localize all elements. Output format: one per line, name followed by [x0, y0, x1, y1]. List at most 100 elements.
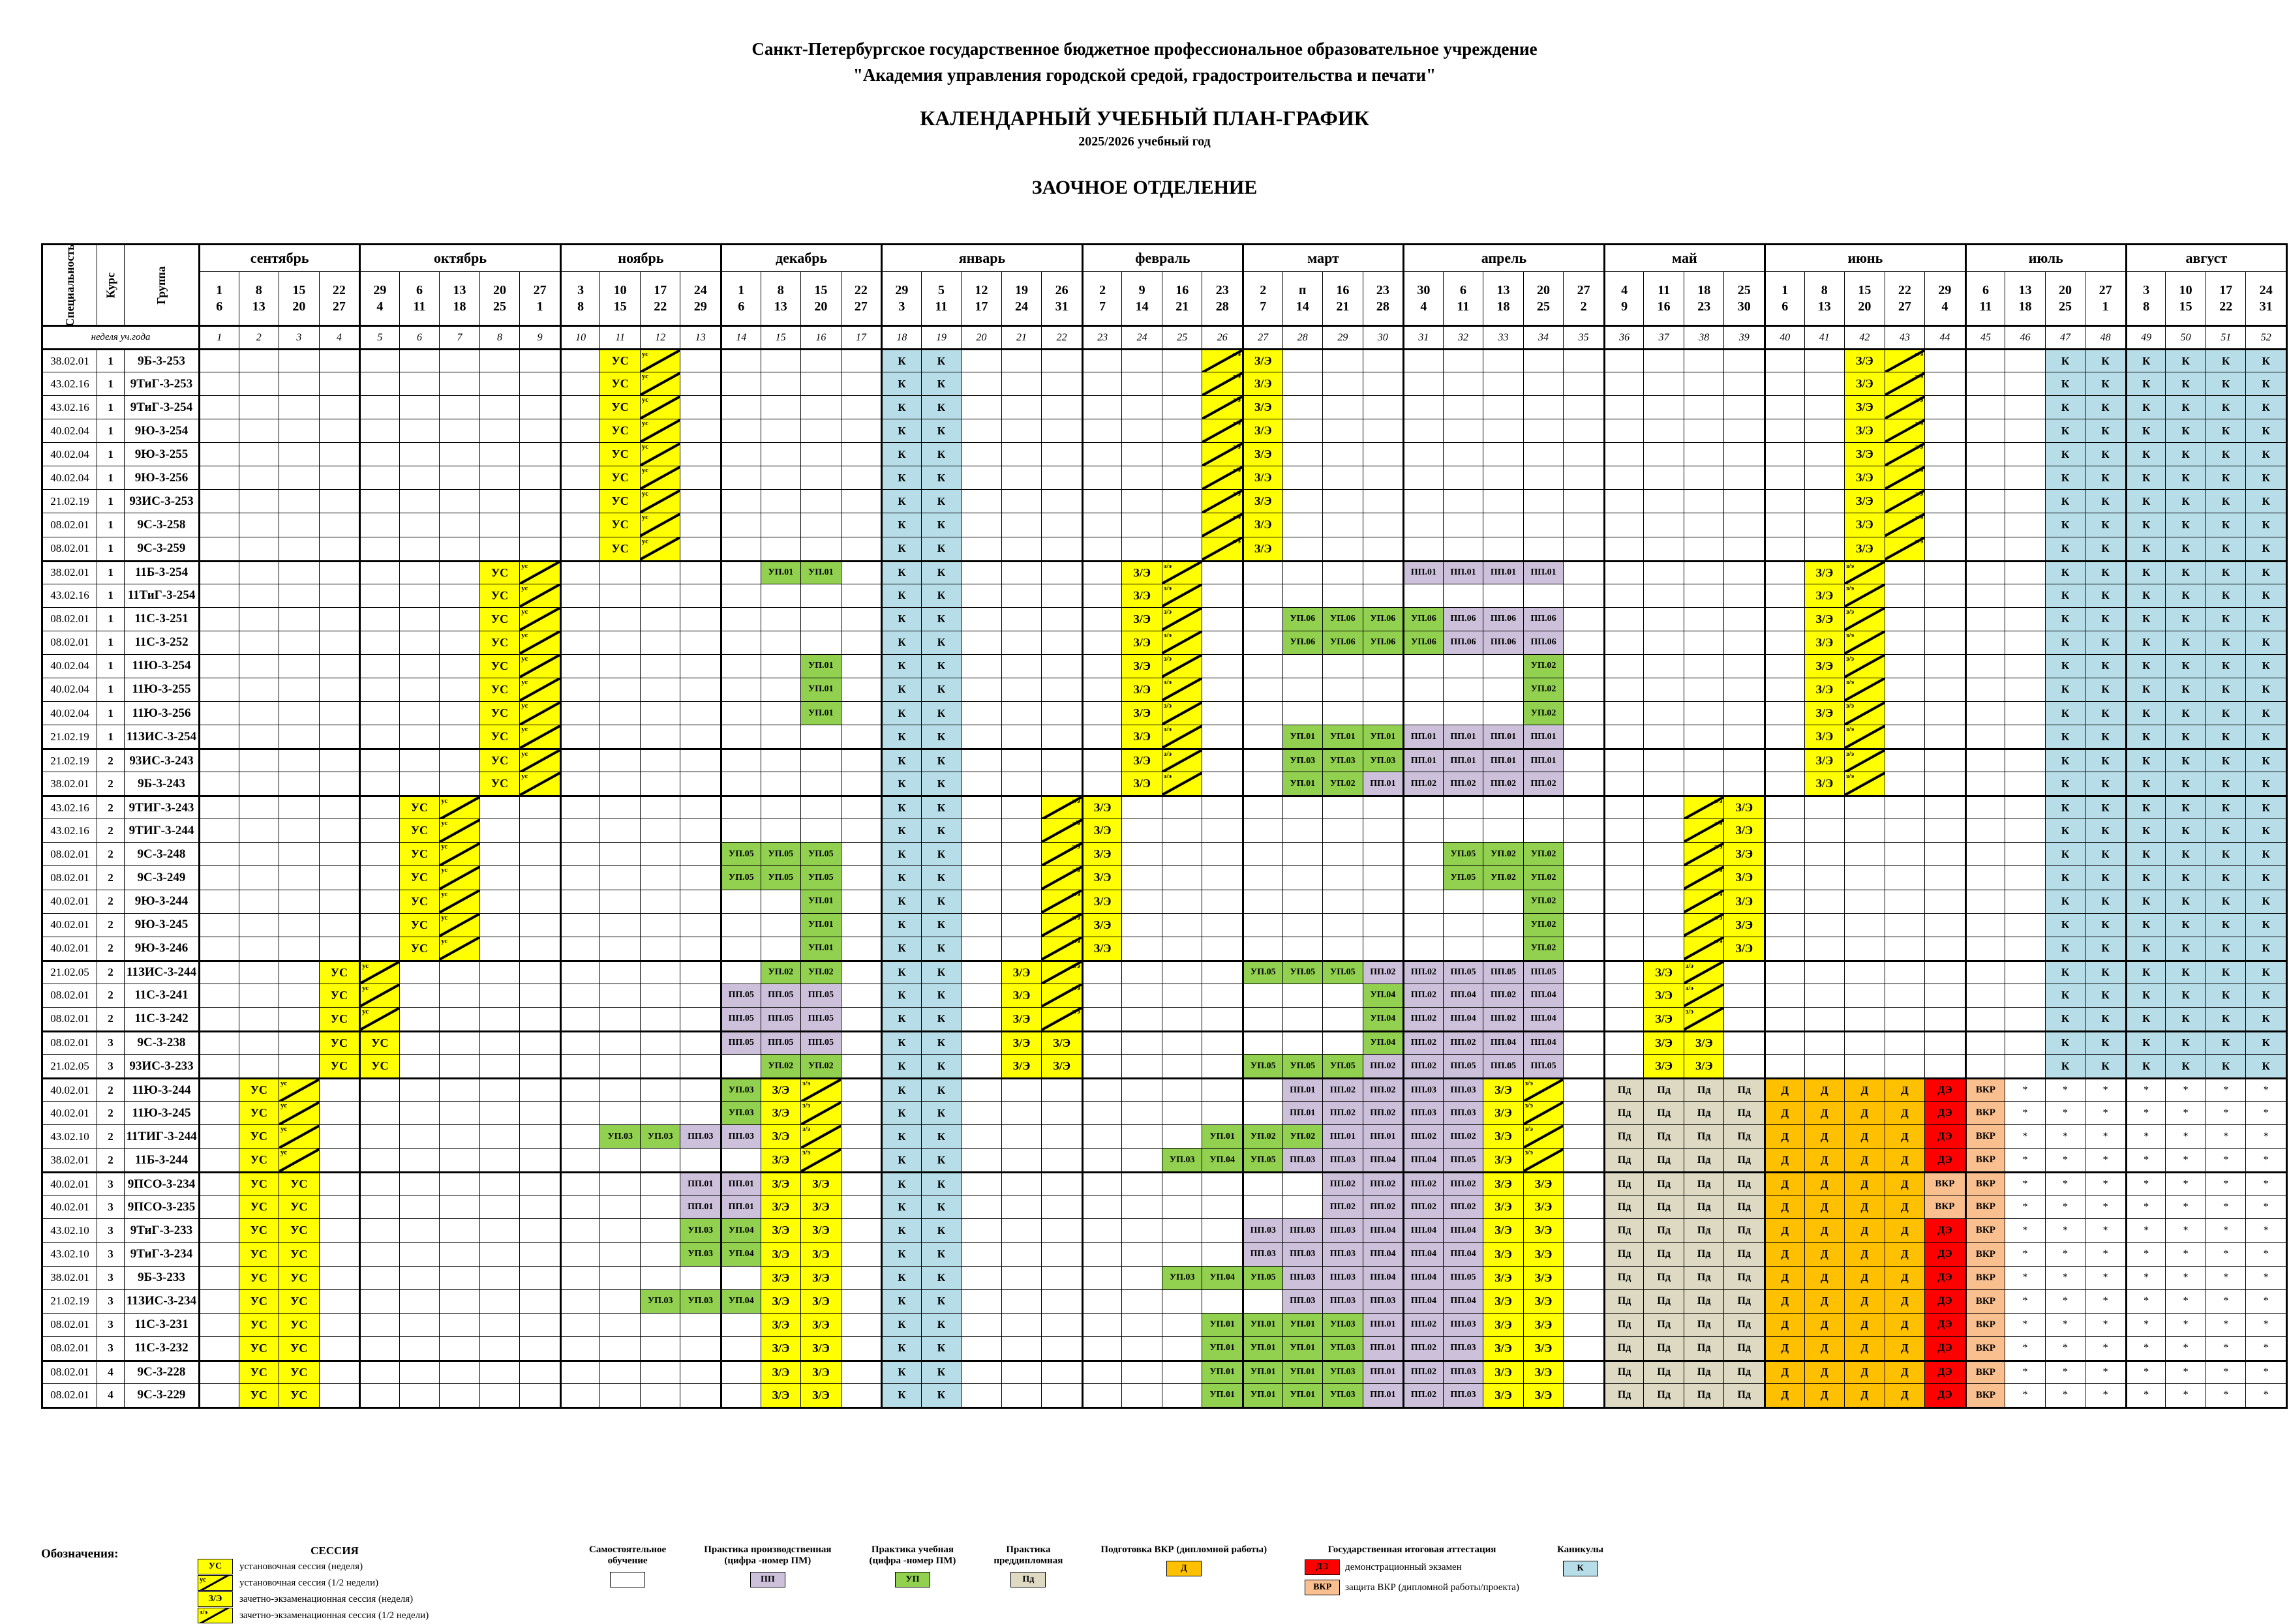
empty-week-cell — [840, 1336, 881, 1360]
row-course: 1 — [97, 372, 124, 396]
plan-cell: * — [2125, 1312, 2166, 1336]
week-number-cell: 20 — [961, 325, 1001, 348]
empty-week-cell — [1763, 865, 1804, 890]
empty-week-cell — [1563, 1289, 1603, 1313]
empty-week-cell — [439, 1006, 479, 1030]
week-date-cell: 6 11 — [399, 271, 440, 325]
plan-cell: К — [920, 560, 962, 584]
legend-item-text: зачетно-экзаменационная сессия (1/2 неде… — [239, 1610, 429, 1621]
week-date-cell: 12 17 — [961, 271, 1001, 325]
plan-cell: Д — [1804, 1383, 1845, 1407]
row-specialty: 08.02.01 — [43, 607, 97, 631]
plan-cell: К — [2205, 372, 2246, 396]
empty-week-cell — [519, 1077, 560, 1102]
plan-cell: К — [2044, 983, 2085, 1007]
plan-cell: з/э — [1523, 1077, 1564, 1102]
empty-week-cell — [1643, 466, 1684, 490]
empty-week-cell — [1804, 489, 1845, 513]
empty-week-cell — [1763, 748, 1804, 772]
empty-week-cell — [439, 630, 479, 654]
row-group: 9Б-3-233 — [124, 1265, 198, 1289]
plan-cell: К — [2125, 583, 2166, 607]
plan-cell: Д — [1804, 1077, 1845, 1102]
plan-cell: * — [2205, 1077, 2246, 1102]
plan-cell: Пд — [1643, 1101, 1684, 1125]
empty-week-cell — [1121, 1195, 1162, 1219]
plan-cell: З/Э — [1081, 795, 1122, 819]
empty-week-cell — [840, 466, 881, 490]
plan-cell: з/э — [1884, 395, 1925, 419]
empty-week-cell — [1241, 819, 1282, 843]
empty-week-cell — [840, 889, 881, 913]
plan-cell: К — [2245, 536, 2286, 560]
empty-week-cell — [1362, 677, 1403, 701]
empty-week-cell — [639, 1312, 680, 1336]
empty-week-cell — [519, 1289, 560, 1313]
plan-cell: Пд — [1723, 1336, 1764, 1360]
plan-cell: УП.01 — [1282, 772, 1323, 796]
empty-week-cell — [279, 372, 319, 396]
plan-cell: К — [2125, 560, 2166, 584]
legend-swatch-self — [610, 1572, 646, 1587]
empty-week-cell — [720, 1053, 761, 1078]
half-week-label: ус — [362, 1007, 369, 1015]
empty-week-cell — [1964, 583, 2005, 607]
empty-week-cell — [1804, 842, 1845, 866]
empty-week-cell — [1563, 536, 1603, 560]
plan-cell: ПП.03 — [1322, 1242, 1363, 1266]
row-course: 3 — [97, 1218, 124, 1242]
empty-week-cell — [639, 1359, 680, 1383]
empty-week-cell — [720, 795, 761, 819]
empty-week-cell — [1041, 583, 1082, 607]
empty-week-cell — [479, 912, 520, 937]
empty-week-cell — [680, 419, 720, 443]
empty-week-cell — [1603, 889, 1644, 913]
plan-cell: УС — [238, 1101, 279, 1125]
row-course: 3 — [97, 1312, 124, 1336]
empty-week-cell — [439, 513, 479, 537]
empty-week-cell — [2005, 959, 2045, 984]
empty-week-cell — [1161, 1359, 1202, 1383]
plan-cell: * — [2245, 1242, 2286, 1266]
plan-cell: ус — [519, 560, 560, 584]
empty-week-cell — [961, 372, 1001, 396]
row-group: 9С-3-238 — [124, 1030, 198, 1054]
empty-week-cell — [1161, 536, 1202, 560]
empty-week-cell — [479, 1383, 520, 1407]
row-course: 1 — [97, 536, 124, 560]
plan-cell: Пд — [1643, 1171, 1684, 1195]
empty-week-cell — [559, 748, 600, 772]
empty-week-cell — [1041, 536, 1082, 560]
plan-cell: Пд — [1723, 1218, 1764, 1242]
empty-week-cell — [1362, 466, 1403, 490]
plan-cell: * — [2005, 1289, 2045, 1313]
empty-week-cell — [1523, 395, 1564, 419]
plan-cell: ПП.04 — [1523, 1006, 1564, 1030]
empty-week-cell — [599, 700, 640, 725]
empty-week-cell — [2005, 583, 2045, 607]
empty-week-cell — [1202, 983, 1242, 1007]
plan-cell: К — [2205, 536, 2246, 560]
half-week-label: з/э — [1846, 701, 1855, 710]
plan-cell: ВКР — [1964, 1101, 2005, 1125]
empty-week-cell — [1683, 419, 1724, 443]
empty-week-cell — [359, 1218, 399, 1242]
week-number-cell: 34 — [1523, 325, 1564, 348]
empty-week-cell — [359, 912, 399, 937]
plan-cell: К — [2085, 677, 2125, 701]
empty-week-cell — [800, 630, 841, 654]
empty-week-cell — [1001, 1242, 1042, 1266]
empty-week-cell — [1442, 700, 1483, 725]
empty-week-cell — [559, 1265, 600, 1289]
plan-cell: ВКР — [1964, 1218, 2005, 1242]
plan-cell: ДЭ — [1924, 1101, 1965, 1125]
plan-cell: УП.02 — [1483, 842, 1523, 866]
week-date-cell: 5 11 — [920, 271, 962, 325]
half-week-label: з/э — [1685, 984, 1694, 992]
plan-cell: УП.03 — [680, 1242, 720, 1266]
empty-week-cell — [599, 819, 640, 843]
plan-cell: К — [2085, 513, 2125, 537]
plan-cell: К — [881, 1006, 921, 1030]
empty-week-cell — [1643, 819, 1684, 843]
